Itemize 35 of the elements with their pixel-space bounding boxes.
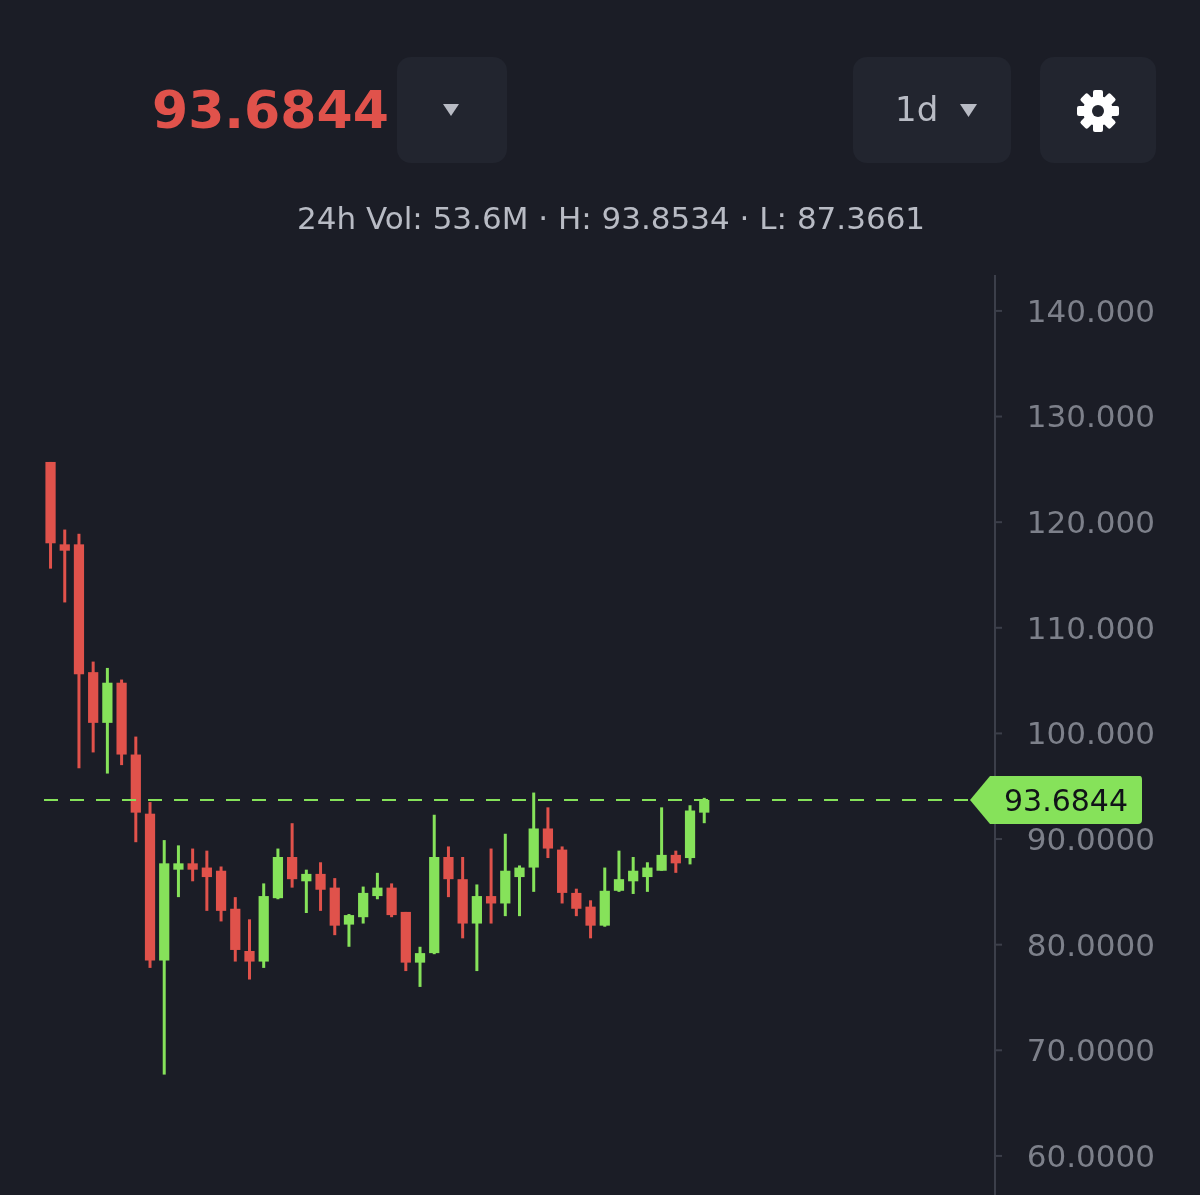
ref-line-label: 93.6844 [1003, 782, 1129, 818]
candlestick [443, 846, 454, 899]
candlestick [613, 850, 625, 892]
y-tick-label: 80.0000 [1026, 926, 1155, 963]
candlestick [485, 848, 497, 924]
candlestick [173, 845, 184, 899]
candlestick [315, 862, 326, 911]
candlestick [571, 888, 582, 918]
candlestick [59, 529, 70, 603]
candlestick [670, 850, 681, 873]
candlestick [187, 848, 198, 882]
candlestick [514, 865, 525, 918]
y-tick-label: 70.0000 [1026, 1032, 1155, 1069]
candlestick [642, 862, 653, 892]
chart-title: 93.6844 [152, 80, 389, 140]
y-tick-label: 110.000 [1026, 609, 1155, 646]
candlestick [372, 871, 383, 900]
y-tick-label: 90.0000 [1026, 820, 1155, 857]
candlestick [287, 823, 298, 888]
y-tick-label: 100.000 [1026, 715, 1155, 752]
candlestick [201, 850, 212, 911]
y-tick-label: 120.000 [1026, 504, 1155, 541]
candlestick [542, 807, 554, 860]
y-tick-label: 130.000 [1026, 398, 1155, 435]
text: 1d [895, 89, 939, 129]
candlestick [656, 807, 667, 871]
y-tick-label: 140.000 [1026, 292, 1155, 329]
candlestick [301, 869, 312, 913]
y-tick-label: 60.0000 [1026, 1137, 1155, 1174]
candlestick [414, 945, 426, 987]
chart-subtitle: 24h Vol: 53.6M · H: 93.8534 · L: 87.3661 [297, 200, 926, 236]
candlestick [628, 857, 639, 894]
candlestick [585, 900, 596, 939]
candlestick [244, 919, 255, 980]
candlestick [343, 914, 355, 947]
